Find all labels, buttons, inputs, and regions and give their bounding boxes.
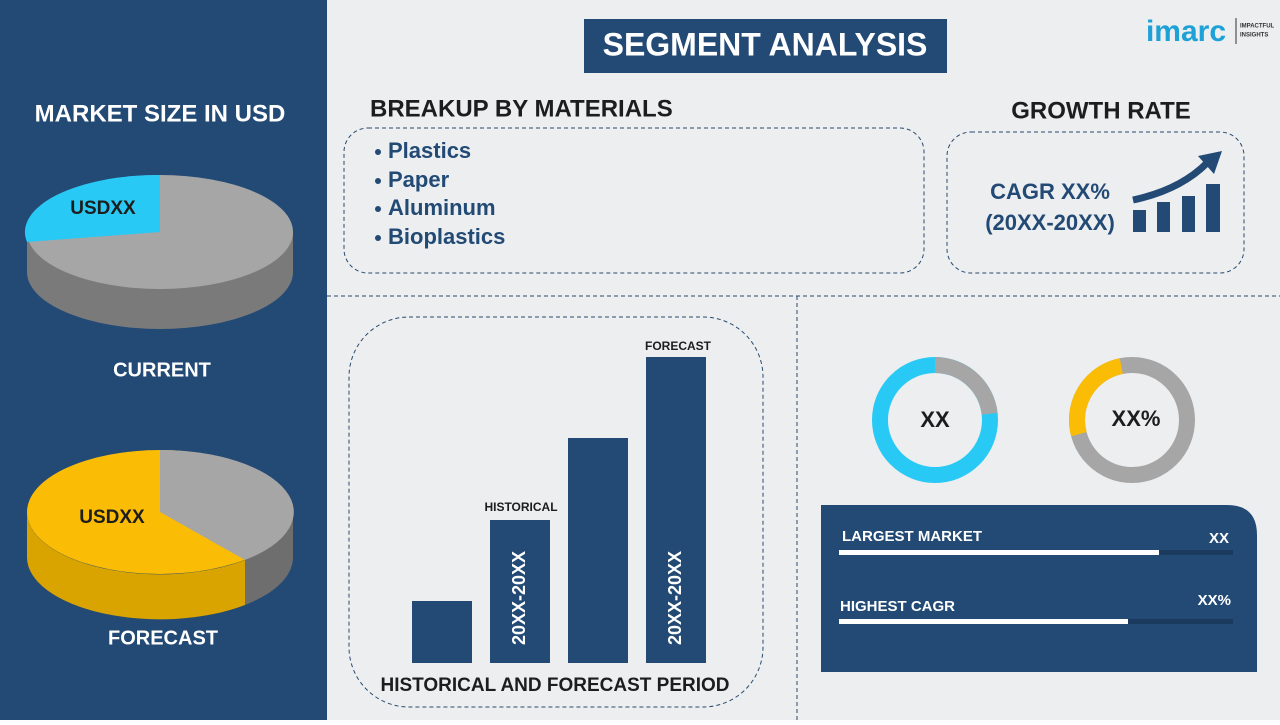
bar	[568, 438, 628, 663]
bar	[646, 357, 706, 663]
logo-tag: IMPACTFUL	[1240, 24, 1275, 30]
growth-box	[946, 131, 1245, 274]
stat-bar	[839, 550, 1159, 555]
growth-text: CAGR XX%	[990, 179, 1110, 204]
bullet	[375, 178, 381, 184]
bar-label: HISTORICAL	[484, 500, 557, 514]
panel-title: MARKET SIZE IN USD	[35, 100, 286, 127]
title-box	[584, 19, 947, 73]
pie-side	[245, 512, 294, 605]
stat-value: XX	[1209, 530, 1229, 547]
bullet	[375, 206, 381, 212]
section-title: BREAKUP BY MATERIALS	[370, 95, 673, 122]
pie-caption: FORECAST	[108, 627, 218, 649]
material: Aluminum	[388, 195, 496, 220]
bar-label: FORECAST	[645, 339, 712, 353]
bar	[412, 601, 472, 663]
logo: imarc	[1146, 15, 1226, 48]
stat-value: XX%	[1198, 592, 1231, 609]
materials-box	[343, 127, 925, 274]
pie-label: USDXX	[70, 198, 136, 219]
pie-current	[24, 174, 293, 329]
growth-text: (20XX-20XX)	[985, 210, 1115, 235]
stat-label: LARGEST MARKET	[842, 528, 982, 545]
bar	[490, 520, 550, 663]
material: Bioplastics	[388, 224, 505, 249]
bullet	[375, 235, 381, 241]
bar-text: 20XX-20XX	[509, 551, 529, 645]
donut-label: XX	[920, 407, 950, 432]
donut-label: XX%	[1112, 406, 1161, 431]
donut-slice	[1069, 357, 1195, 483]
pie-slice	[160, 449, 294, 560]
logo-tag: INSIGHTS	[1240, 33, 1268, 39]
stats-box	[821, 505, 1257, 672]
section-title: GROWTH RATE	[1011, 97, 1191, 124]
pie-label: USDXX	[79, 507, 145, 528]
title: SEGMENT ANALYSIS	[603, 26, 928, 62]
stat-bar	[839, 619, 1128, 624]
pie-slice	[24, 174, 160, 242]
bullet	[375, 149, 381, 155]
stat-label: HIGHEST CAGR	[840, 598, 955, 615]
material: Plastics	[388, 138, 471, 163]
bar-text: 20XX-20XX	[665, 551, 685, 645]
donut-slice	[872, 357, 998, 483]
pie-caption: CURRENT	[113, 359, 211, 381]
growth-icon	[1132, 151, 1222, 232]
pie-forecast	[26, 449, 294, 620]
material: Paper	[388, 167, 450, 192]
pie-side	[26, 512, 245, 620]
period-box	[348, 316, 764, 708]
period-title: HISTORICAL AND FORECAST PERIOD	[380, 675, 729, 696]
